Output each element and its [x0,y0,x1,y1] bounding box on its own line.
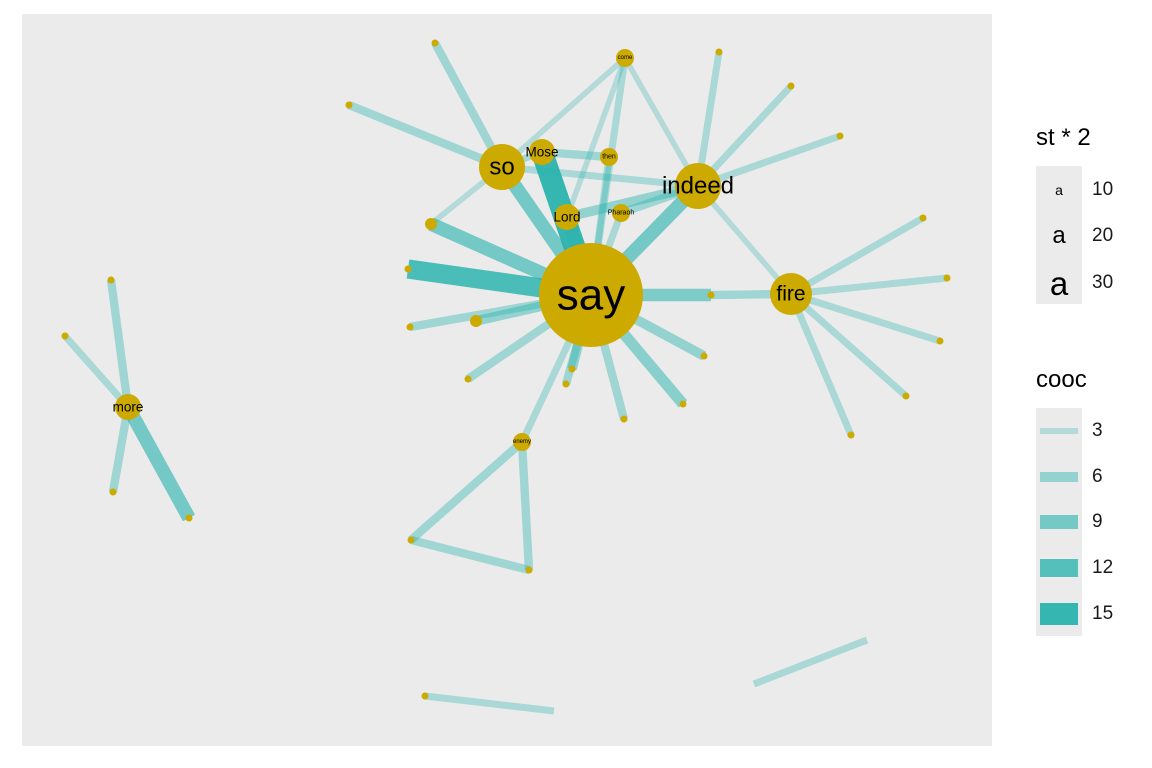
legend-cooc-swatch-3 [1040,428,1078,434]
edge-enemy-n27 [517,441,534,571]
edge-fire-n19 [789,290,942,345]
node-n9 [406,323,414,331]
node-n21 [847,431,855,439]
legend-cooc-label-12: 12 [1092,557,1114,578]
node-label-indeed: indeed [662,173,734,200]
network-graph: say so indeed fire Mose Lord more Pharaoh then co… [61,39,951,715]
edge-n29-n30 [752,636,869,688]
node-n4 [787,82,795,90]
node-n18 [943,274,951,282]
node-indeed [675,163,721,209]
edge-so-indeed [501,163,699,190]
edge-more-n24 [108,406,133,493]
legend-cooc-swatch-12 [1040,558,1078,578]
node-label-come: come [618,55,633,61]
edge-fire-n18 [790,274,948,298]
node-n1 [431,39,439,47]
node-n10 [464,375,472,383]
node-n20 [902,392,910,400]
edge-more-n23 [62,333,131,410]
legend-st-label-10: 10 [1092,179,1114,200]
node-n28 [421,692,429,700]
node-then [600,148,618,166]
node-label-fire: fire [776,283,805,306]
node-more [115,394,141,420]
node-n22 [107,276,115,284]
node-pharaoh [612,204,630,222]
node-n25 [185,514,193,522]
node-n19 [936,337,944,345]
node-come [616,49,634,67]
edge-fire-n21 [787,292,855,437]
edge-indeed-come [622,56,701,188]
legend-cooc-label-6: 6 [1092,466,1103,487]
node-label-then: then [602,154,616,161]
edge-so-n2 [347,101,504,171]
edge-layer [62,41,948,715]
edge-so-n1 [431,41,506,169]
node-n24 [109,488,117,496]
plot-panel: say so indeed fire Mose Lord more Pharaoh then co… [22,14,992,746]
edge-indeed-n5 [696,132,842,190]
node-n26 [407,536,415,544]
edge-n26-n27 [409,535,531,575]
node-n12 [620,415,628,423]
legend-st-glyph-30: a [1049,264,1069,302]
node-label-so: so [489,154,514,181]
legend-st-key-bg [1036,166,1082,304]
node-n8 [404,265,412,273]
edge-more-n22 [106,279,133,408]
node-label-mose: Mose [525,145,558,160]
edge-so-come [500,55,627,170]
edge-fire-n17 [789,214,925,298]
label-layer: say so indeed fire Mose Lord more Pharaoh then co… [113,55,806,445]
legend-cooc-swatch-15 [1040,602,1078,626]
legend-cooc-label-9: 9 [1092,511,1103,532]
legend: st * 2 a 10 a 20 a 30 cooc 3 6 9 12 15 [1036,0,1146,768]
node-fire [770,273,812,315]
legend-st-glyph-20: a [1052,222,1066,249]
node-n15 [700,352,708,360]
node-n23 [61,332,69,340]
edge-come-lord [564,57,628,218]
node-n17 [919,214,927,222]
edge-fire-n20 [788,291,909,399]
node-mose [529,139,555,165]
node-n2 [345,101,353,109]
node-say [539,243,643,347]
node-n16 [568,365,576,373]
legend-cooc-label-3: 3 [1092,420,1103,441]
node-n3 [715,48,723,56]
node-n11 [562,380,570,388]
edge-enemy-n26 [408,438,525,544]
edge-more-n25 [121,403,196,522]
legend-st-glyph-10: a [1055,182,1063,198]
legend-cooc-title: cooc [1036,366,1087,393]
legend-st-label-20: 20 [1092,225,1114,246]
node-n6 [470,315,482,327]
edge-indeed-fire [695,184,794,296]
node-n7 [425,218,437,230]
node-layer [61,39,951,700]
node-n27 [525,566,533,574]
legend-cooc-swatch-9 [1040,514,1078,530]
node-label-more: more [113,400,144,415]
edge-n28-n28b [424,692,555,715]
node-label-say: say [557,271,625,320]
legend-st-title: st * 2 [1036,124,1091,151]
node-lord [554,204,580,230]
legend-st-label-30: 30 [1092,272,1114,293]
legend-cooc-swatch-6 [1040,471,1078,483]
node-n14 [707,291,715,299]
node-n5 [836,132,844,140]
node-n13 [679,400,687,408]
node-label-pharaoh: Pharaoh [608,210,635,217]
node-label-lord: Lord [553,210,580,225]
legend-cooc-label-15: 15 [1092,603,1114,624]
node-enemy [513,433,531,451]
node-label-enemy: enemy [513,439,531,445]
node-so [479,144,525,190]
